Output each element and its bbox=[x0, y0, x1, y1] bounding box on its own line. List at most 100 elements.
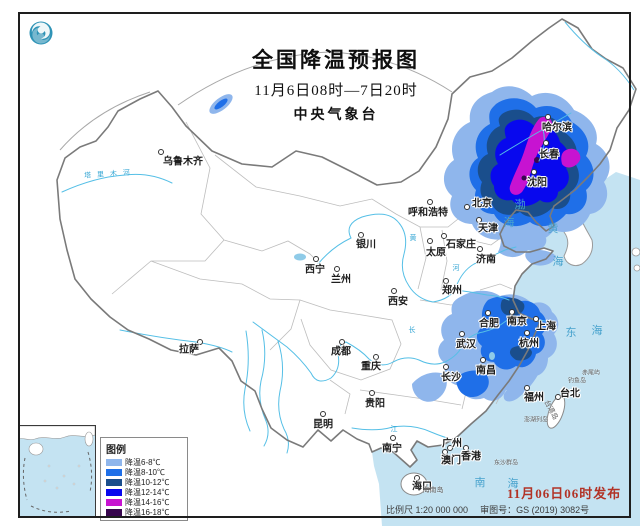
city-dot bbox=[545, 114, 551, 120]
amur-border-river bbox=[564, 21, 635, 91]
island-label: 东沙群岛 bbox=[493, 460, 519, 467]
qinghai-lake bbox=[294, 253, 306, 261]
city-label: 杭州 bbox=[519, 338, 539, 350]
legend-item-label: 降温14-16℃ bbox=[125, 497, 170, 507]
legend-item-label: 降温12-14℃ bbox=[125, 487, 170, 497]
city-label: 西宁 bbox=[305, 264, 325, 276]
legend-color-swatch bbox=[106, 478, 122, 486]
city-dot bbox=[391, 288, 397, 294]
legend-item-label: 降温8-10℃ bbox=[125, 467, 166, 477]
city-dot bbox=[373, 354, 379, 360]
city-label: 长春 bbox=[539, 149, 559, 161]
sea-label: 海 bbox=[507, 478, 519, 490]
city-label: 沈阳 bbox=[527, 177, 547, 189]
map-license: 审图号：GS (2019) 3082号 bbox=[480, 505, 590, 515]
hainan-island bbox=[400, 472, 428, 496]
legend-item-label: 降温16-18℃ bbox=[125, 507, 170, 517]
city-dot bbox=[459, 331, 465, 337]
cooling-overlay bbox=[209, 86, 610, 402]
forecast-period: 11月6日08时—7日20时 bbox=[254, 83, 418, 99]
city-dot bbox=[480, 357, 486, 363]
city-dot bbox=[464, 204, 470, 210]
river-label: 江 bbox=[390, 425, 398, 433]
city-label: 海口 bbox=[412, 481, 432, 493]
city-dot bbox=[158, 149, 164, 155]
map-scale: 比例尺 1:20 000 000 bbox=[386, 505, 469, 515]
city-label: 成都 bbox=[331, 346, 351, 358]
sea-label: 渤 bbox=[514, 199, 526, 211]
legend-box: 图例 降温6-8℃ 降温8-10℃ 降温10-12℃ 降温12-14℃ 降温14-16℃… bbox=[100, 437, 188, 521]
city-label: 太原 bbox=[426, 247, 446, 259]
sea-label: 海 bbox=[591, 325, 603, 337]
city-label: 广州 bbox=[442, 438, 462, 450]
city-label: 济南 bbox=[476, 254, 496, 266]
island-label: 澎湖列岛 bbox=[523, 417, 549, 424]
japan-islet bbox=[631, 247, 640, 257]
city-label: 武汉 bbox=[456, 339, 476, 351]
poyang-lake bbox=[489, 352, 495, 360]
city-label: 银川 bbox=[356, 239, 376, 251]
legend-title: 图例 bbox=[106, 445, 126, 456]
city-label: 天津 bbox=[478, 223, 498, 235]
island-label: 钓鱼岛 bbox=[567, 378, 587, 385]
city-dot bbox=[339, 339, 345, 345]
legend-color-swatch bbox=[106, 508, 122, 516]
city-dot bbox=[485, 310, 491, 316]
scale-license-line: 比例尺 1:20 000 000 审图号：GS (2019) 3082号 bbox=[386, 503, 601, 516]
city-dot bbox=[533, 316, 539, 322]
sea-label: 南 bbox=[474, 477, 486, 489]
city-label: 昆明 bbox=[313, 419, 333, 431]
issue-time: 11月06日06时发布 bbox=[507, 486, 622, 501]
city-dot bbox=[509, 309, 515, 315]
city-dot bbox=[358, 232, 364, 238]
island-label: 赤尾屿 bbox=[581, 370, 601, 377]
city-dot bbox=[463, 445, 469, 451]
island-label: 海南岛 bbox=[422, 487, 444, 494]
city-dot bbox=[197, 339, 203, 345]
legend-item-label: 降温10-12℃ bbox=[125, 477, 170, 487]
city-dot bbox=[531, 169, 537, 175]
south-china-sea-inset bbox=[18, 425, 96, 518]
city-dot bbox=[443, 364, 449, 370]
legend-color-swatch bbox=[106, 498, 122, 506]
city-label: 香港 bbox=[461, 451, 481, 463]
legend-item: 降温6-8℃ bbox=[106, 457, 183, 467]
city-dot bbox=[427, 199, 433, 205]
city-dot bbox=[524, 385, 530, 391]
city-label: 合肥 bbox=[479, 318, 499, 330]
city-dot bbox=[543, 140, 549, 146]
city-label: 台北 bbox=[560, 388, 580, 400]
city-dot bbox=[320, 411, 326, 417]
city-label: 石家庄 bbox=[446, 239, 476, 251]
page-title: 全国降温预报图 bbox=[252, 48, 420, 72]
river-label: 黄 bbox=[409, 234, 417, 242]
city-dot bbox=[477, 246, 483, 252]
city-dot bbox=[443, 278, 449, 284]
legend-item-label: 降温6-8℃ bbox=[125, 457, 161, 467]
city-label: 澳门 bbox=[441, 455, 461, 467]
legend-color-swatch bbox=[106, 468, 122, 476]
city-dot bbox=[524, 330, 530, 336]
inset-map-graphic bbox=[19, 426, 95, 517]
city-label: 福州 bbox=[524, 392, 544, 404]
city-label: 南昌 bbox=[476, 365, 496, 377]
legend-item: 降温10-12℃ bbox=[106, 477, 183, 487]
city-dot bbox=[369, 390, 375, 396]
japan-islet bbox=[633, 264, 640, 272]
map-header: 全国降温预报图 11月6日08时—7日20时 中央气象台 bbox=[252, 44, 420, 124]
legend-item: 降温12-14℃ bbox=[106, 487, 183, 497]
city-label: 贵阳 bbox=[365, 398, 385, 410]
sea-label: 海 bbox=[552, 256, 564, 268]
city-dot bbox=[334, 266, 340, 272]
river-label: 河 bbox=[452, 264, 460, 272]
legend-color-swatch bbox=[106, 458, 122, 466]
city-label: 南京 bbox=[507, 316, 527, 328]
legend-item: 降温8-10℃ bbox=[106, 467, 183, 477]
city-label: 重庆 bbox=[361, 361, 381, 373]
city-label: 长沙 bbox=[441, 372, 461, 384]
city-label: 西安 bbox=[388, 296, 408, 308]
city-dot bbox=[442, 449, 448, 455]
sea-label: 东 bbox=[565, 327, 577, 339]
